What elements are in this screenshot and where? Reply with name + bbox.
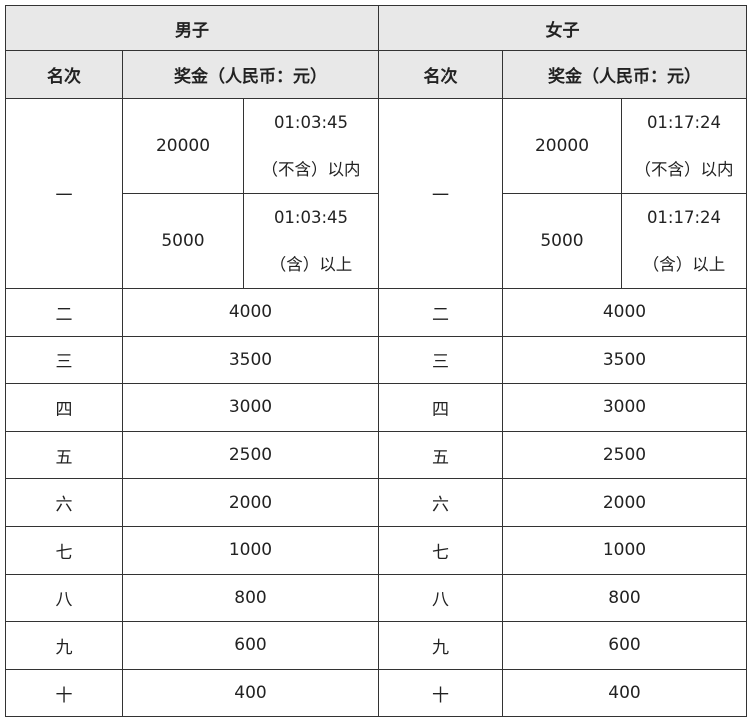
- prize-cell: 3500: [122, 335, 379, 385]
- prize-cell: 3000: [502, 383, 747, 432]
- condition: （不含）以内: [261, 160, 361, 179]
- prize-cell: 2500: [122, 430, 379, 480]
- prize-cell: 800: [502, 573, 747, 623]
- table-row: 八 800 八 800: [5, 573, 747, 623]
- men-header: 男子: [5, 5, 379, 51]
- prize-header: 奖金（人民币：元）: [502, 50, 747, 99]
- table-row: 五 2500 五 2500: [5, 430, 747, 480]
- time: 01:03:45: [273, 113, 349, 132]
- prize-cell: 4000: [122, 288, 379, 337]
- rank-cell: 五: [5, 430, 123, 480]
- prize-cell: 5000: [502, 193, 622, 289]
- prize-cell: 20000: [122, 98, 244, 194]
- prize-cell: 800: [122, 573, 379, 623]
- rank-cell: 四: [378, 383, 503, 432]
- rank-header: 名次: [378, 50, 503, 99]
- rank-cell: 八: [5, 573, 123, 623]
- prize-cell: 400: [122, 668, 379, 718]
- prize-cell: 4000: [502, 288, 747, 337]
- condition: （不含）以内: [634, 160, 734, 179]
- prize-cell: 3500: [502, 335, 747, 385]
- prize-cell: 2500: [502, 430, 747, 480]
- table-row: 二 4000 二 4000: [5, 288, 747, 337]
- time: 01:17:24: [646, 113, 722, 132]
- condition-cell: 01:03:45 （不含）以内: [243, 98, 379, 194]
- table-row: 四 3000 四 3000: [5, 383, 747, 432]
- women-header: 女子: [378, 5, 747, 51]
- condition-cell: 01:17:24 （不含）以内: [621, 98, 747, 194]
- rank-cell: 一: [378, 98, 503, 289]
- rank-header: 名次: [5, 50, 123, 99]
- rank-cell: 六: [5, 478, 123, 527]
- table-row: 九 600 九 600: [5, 621, 747, 670]
- table-row: 七 1000 七 1000: [5, 525, 747, 575]
- prize-cell: 20000: [502, 98, 622, 194]
- condition-cell: 01:17:24 （含）以上: [621, 193, 747, 289]
- rank-cell: 九: [5, 621, 123, 670]
- condition: （含）以上: [642, 255, 726, 274]
- rank-cell: 八: [378, 573, 503, 623]
- rank-cell: 六: [378, 478, 503, 527]
- rank-cell: 五: [378, 430, 503, 480]
- rank-cell: 二: [378, 288, 503, 337]
- time: 01:03:45: [273, 208, 349, 227]
- rank-cell: 四: [5, 383, 123, 432]
- prize-table: 男子 女子 名次 奖金（人民币：元） 名次 奖金（人民币：元） 一 20000 …: [5, 5, 747, 718]
- rank-cell: 九: [378, 621, 503, 670]
- prize-cell: 3000: [122, 383, 379, 432]
- rank-cell: 十: [5, 668, 123, 718]
- rank-cell: 七: [5, 525, 123, 575]
- prize-cell: 600: [122, 621, 379, 670]
- time: 01:17:24: [646, 208, 722, 227]
- rank-cell: 十: [378, 668, 503, 718]
- prize-cell: 2000: [122, 478, 379, 527]
- condition: （含）以上: [269, 255, 353, 274]
- rank-cell: 二: [5, 288, 123, 337]
- table-row: 十 400 十 400: [5, 668, 747, 718]
- prize-cell: 400: [502, 668, 747, 718]
- table-row: 三 3500 三 3500: [5, 335, 747, 385]
- prize-cell: 1000: [502, 525, 747, 575]
- condition-cell: 01:03:45 （含）以上: [243, 193, 379, 289]
- prize-header: 奖金（人民币：元）: [122, 50, 379, 99]
- prize-cell: 5000: [122, 193, 244, 289]
- rank-cell: 三: [378, 335, 503, 385]
- prize-cell: 1000: [122, 525, 379, 575]
- rank-cell: 一: [5, 98, 123, 289]
- table-row: 六 2000 六 2000: [5, 478, 747, 527]
- rank-cell: 三: [5, 335, 123, 385]
- prize-cell: 600: [502, 621, 747, 670]
- prize-cell: 2000: [502, 478, 747, 527]
- rank-cell: 七: [378, 525, 503, 575]
